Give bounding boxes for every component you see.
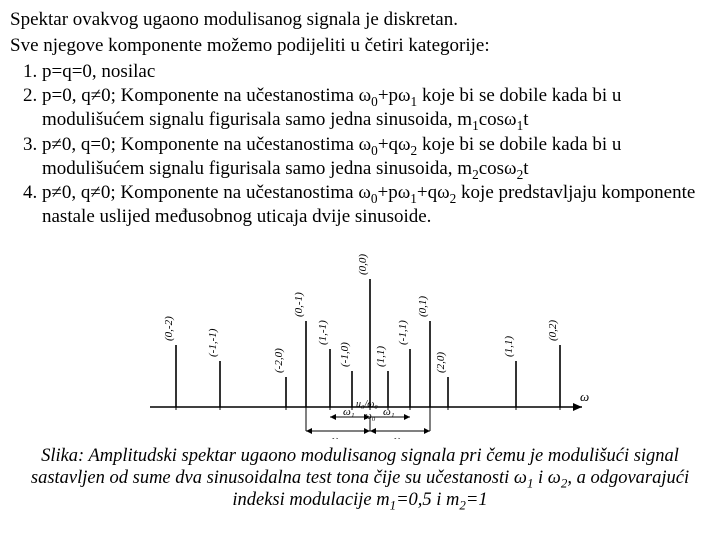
svg-text:(-2,0): (-2,0) [273,348,285,373]
svg-text:ω₂: ω₂ [331,434,343,439]
cap: Slika: Amplitudski spektar ugaono moduli… [41,446,679,466]
item1-text: p=q=0, nosilac [42,61,155,82]
s: 2 [472,166,479,181]
svg-text:(2,0): (2,0) [435,351,447,372]
svg-text:(1,1): (1,1) [503,335,515,356]
t: p=0, q≠0; Komponente na učestanostima ω [42,85,371,106]
svg-text:(1,-1): (1,-1) [317,320,329,345]
cap: sastavljen od sume dva sinusoidalna test… [31,468,527,488]
svg-text:ω: ω [580,389,589,404]
s: 0 [371,143,378,158]
svg-text:(0,-2): (0,-2) [163,316,175,341]
list-item: p=0, q≠0; Komponente na učestanostima ω0… [42,84,710,132]
list-item: p≠0, q=0; Komponente na učestanostima ω0… [42,133,710,181]
svg-text:(0,2): (0,2) [547,319,559,340]
svg-text:(0,-1): (0,-1) [293,292,305,317]
s: 0 [371,94,378,109]
svg-text:u₀/ω₀: u₀/ω₀ [356,399,378,410]
cap: i ω [533,468,560,488]
svg-text:(-1,0): (-1,0) [339,342,351,367]
svg-text:ω₁: ω₁ [383,406,395,418]
svg-text:(0,0): (0,0) [357,253,369,274]
category-list: p=q=0, nosilac p=0, q≠0; Komponente na u… [10,60,710,229]
s: 0 [371,191,378,206]
figure-wrap: ω (0,-2) (-1,-1) (-2,0) (0,-1) (1,-1) (-1,0) (0… [10,239,710,439]
cap: =1 [466,490,488,510]
t: cosω [479,158,517,179]
svg-text:(-1,1): (-1,1) [397,320,409,345]
svg-text:(1,1): (1,1) [375,345,387,366]
t: +pω [378,85,411,106]
figure-caption: Slika: Amplitudski spektar ugaono moduli… [10,445,710,512]
spectrum-figure: ω (0,-2) (-1,-1) (-2,0) (0,-1) (1,-1) (-1,0) (0… [130,239,590,439]
intro-line-2: Sve njegove komponente možemo podijeliti… [10,34,710,58]
svg-text:(0,1): (0,1) [417,295,429,316]
svg-text:ω₁: ω₁ [343,406,355,418]
list-item: p≠0, q≠0; Komponente na učestanostima ω0… [42,181,710,229]
t: p≠0, q=0; Komponente na učestanostima ω [42,134,371,155]
t: t [523,158,528,179]
svg-text:ω₂: ω₂ [393,434,405,439]
s: 1 [472,118,479,133]
t: t [523,109,528,130]
intro-line-1: Spektar ovakvog ugaono modulisanog signa… [10,8,710,32]
cap: indeksi modulacije m [232,490,389,510]
cap: , a odgovarajući [567,468,689,488]
t: +pω [378,182,411,203]
s: 1 [410,191,417,206]
t: p≠0, q≠0; Komponente na učestanostima ω [42,182,371,203]
cap: =0,5 i m [396,490,459,510]
t: +qω [378,134,411,155]
t: cosω [479,109,517,130]
t: +qω [417,182,450,203]
svg-text:(-1,-1): (-1,-1) [207,328,219,357]
list-item: p=q=0, nosilac [42,60,710,84]
